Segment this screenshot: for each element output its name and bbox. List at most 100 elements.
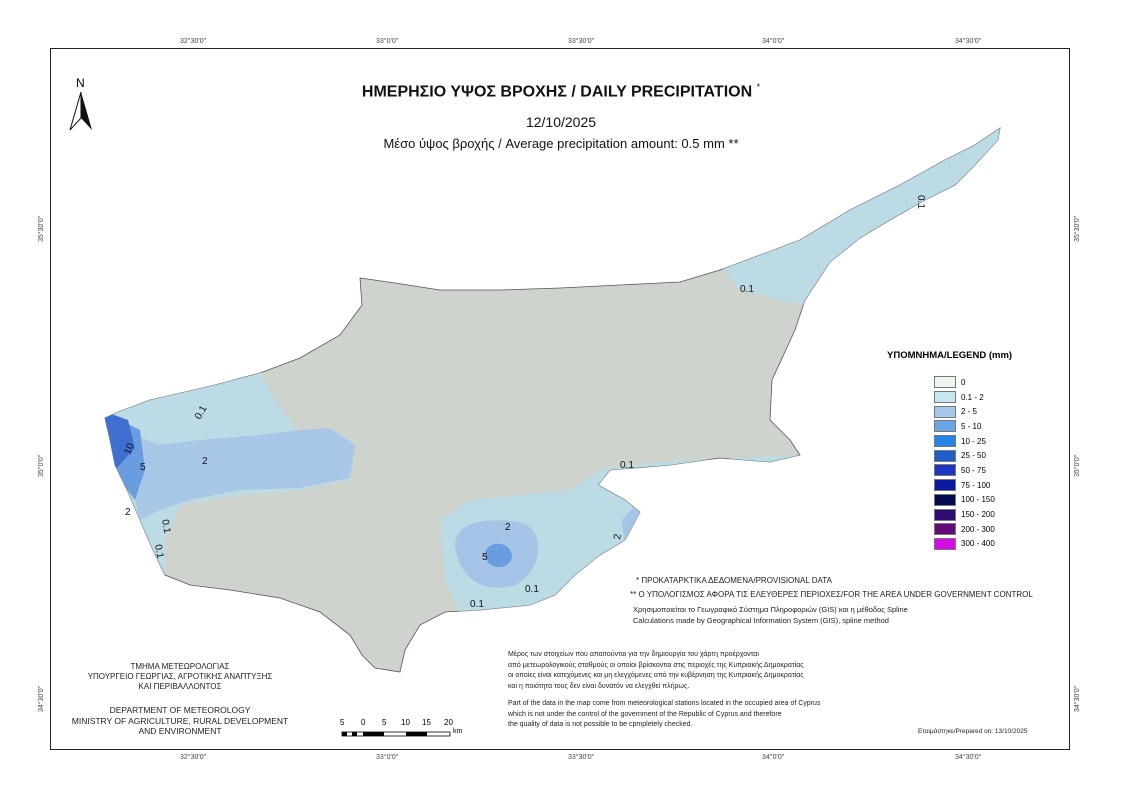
scale-label: 20 — [444, 718, 453, 727]
north-label: N — [76, 76, 85, 90]
legend-label: 75 - 100 — [961, 480, 991, 490]
legend-swatch — [934, 376, 956, 389]
north-arrow-icon — [69, 91, 92, 131]
zone-0.1-2-northeast — [720, 128, 1000, 305]
legend-label: 25 - 50 — [961, 451, 986, 461]
contour-label: 2 — [612, 533, 624, 541]
dept-line: ΥΠΟΥΡΓΕΙΟ ΓΕΩΡΓΙΑΣ, ΑΓΡΟΤΙΚΗΣ ΑΝΑΠΤΥΞΗΣ — [87, 672, 273, 681]
map-date: 12/10/2025 — [525, 114, 597, 130]
contour-label: 10 — [122, 441, 136, 456]
legend-swatch — [934, 537, 956, 550]
lon-label-bottom: 32°30'0" — [180, 754, 207, 761]
lon-label-top: 33°0'0" — [376, 38, 399, 45]
contour-label: 2 — [202, 456, 208, 467]
legend-item: 100 - 150 — [934, 493, 1012, 508]
note-line: και η ποιότητα τους δεν είναι δυνατόν να… — [508, 682, 690, 690]
note-line: which is not under the control of the go… — [508, 710, 782, 718]
scale-label: 10 — [401, 718, 410, 727]
dept-line: ΤΜΗΜΑ ΜΕΤΕΩΡΟΛΟΓΙΑΣ — [130, 662, 230, 671]
zone-2-5-west — [120, 428, 355, 520]
average-text: Μέσο ύψος βροχής / Average precipitation… — [383, 136, 725, 151]
legend-item: 300 - 400 — [934, 537, 1012, 552]
legend-label: 2 - 5 — [961, 407, 978, 417]
contour-label: 5 — [482, 552, 488, 563]
contour-label: 0.1 — [470, 599, 484, 610]
legend-title: ΥΠΟΜΝΗΜΑ/LEGEND (mm) — [887, 350, 1013, 361]
legend-swatch — [934, 523, 956, 536]
legend-item: 75 - 100 — [934, 478, 1012, 493]
map-frame — [50, 48, 1070, 750]
scale-label: 5 — [382, 718, 387, 727]
legend-swatch — [934, 405, 956, 418]
legend-item: 2 - 5 — [934, 404, 1012, 419]
lon-label-bottom: 34°0'0" — [762, 754, 785, 761]
provisional-note: * ΠΡΟΚΑΤΑΡΚΤΙΚΑ ΔΕΔΟΜΕΝΑ/PROVISIONAL DAT… — [636, 576, 832, 585]
scale-bar-graphic — [341, 731, 451, 737]
lon-label-bottom: 33°30'0" — [568, 754, 595, 761]
title-footnote-mark: * — [756, 82, 761, 92]
contour-label: 0.1 — [152, 544, 165, 560]
legend-swatch — [934, 391, 956, 404]
lon-label-top: 34°0'0" — [762, 38, 785, 45]
legend-swatch — [934, 420, 956, 433]
legend-label: 300 - 400 — [961, 539, 995, 549]
legend-item: 200 - 300 — [934, 522, 1012, 537]
zone-5-10-southeast — [485, 543, 512, 568]
occupied-note-english: Part of the data in the map come from me… — [508, 699, 820, 731]
scale-bar: 5 0 5 10 15 20 km — [340, 718, 470, 739]
contour-label: 2 — [505, 522, 511, 533]
lon-label-top: 34°30'0" — [955, 38, 982, 45]
legend-label: 0 — [961, 377, 966, 387]
legend-item: 25 - 50 — [934, 448, 1012, 463]
legend-item: 0.1 - 2 — [934, 390, 1012, 405]
legend-swatch — [934, 464, 956, 477]
legend-item: 10 - 25 — [934, 434, 1012, 449]
dept-line: AND ENVIRONMENT — [138, 726, 222, 736]
legend-item: 5 - 10 — [934, 419, 1012, 434]
legend-label: 5 - 10 — [961, 421, 982, 431]
north-arrow: N — [68, 76, 94, 137]
legend-item: 150 - 200 — [934, 507, 1012, 522]
legend-label: 10 - 25 — [961, 436, 986, 446]
map-title: ΗΜΕΡΗΣΙΟ ΥΨΟΣ ΒΡΟΧΗΣ / DAILY PRECIPITATI… — [0, 82, 1122, 101]
contour-label: 0.1 — [525, 584, 539, 595]
scale-label: 5 — [340, 718, 345, 727]
note-line: από μετεωρολογικούς σταθμούς οι οποίοι β… — [508, 661, 804, 669]
legend-label: 0.1 - 2 — [961, 392, 984, 402]
dept-line: DEPARTMENT OF METEOROLOGY — [109, 705, 251, 715]
lon-label-top: 33°30'0" — [568, 38, 595, 45]
legend-item: 0 — [934, 375, 1012, 390]
contour-label: 5 — [140, 462, 146, 473]
department-greek: ΤΜΗΜΑ ΜΕΤΕΩΡΟΛΟΓΙΑΣ ΥΠΟΥΡΓΕΙΟ ΓΕΩΡΓΙΑΣ, … — [60, 662, 300, 692]
note-line: the quality of data is not possible to b… — [508, 721, 693, 728]
legend-swatch — [934, 479, 956, 492]
legend-item: 50 - 75 — [934, 463, 1012, 478]
contour-label: 0.1 — [915, 195, 926, 209]
gis-note-english: Calculations made by Geographical Inform… — [633, 616, 889, 625]
legend-label: 200 - 300 — [961, 524, 995, 534]
legend: ΥΠΟΜΝΗΜΑ/LEGEND (mm) 0 0.1 - 2 2 - 5 5 - 10… — [887, 350, 1012, 551]
legend-swatch — [934, 493, 956, 506]
average-precipitation: Μέσο ύψος βροχής / Average precipitation… — [0, 136, 1122, 151]
dept-line: MINISTRY OF AGRICULTURE, RURAL DEVELOPME… — [71, 715, 289, 726]
scale-unit: km — [453, 728, 463, 735]
contour-label: 0.1 — [159, 519, 172, 535]
scale-label: 0 — [361, 718, 366, 727]
dept-line: ΚΑΙ ΠΕΡΙΒΑΛΛΟΝΤΟΣ — [138, 682, 222, 691]
note-line: Part of the data in the map come from me… — [508, 700, 821, 707]
legend-swatch — [934, 435, 956, 448]
note-line: οι οποίες είναι κατεχόμενες και μη ελεγχ… — [508, 672, 804, 679]
title-text: ΗΜΕΡΗΣΙΟ ΥΨΟΣ ΒΡΟΧΗΣ / DAILY PRECIPITATI… — [361, 83, 753, 101]
contour-label: 2 — [125, 507, 131, 518]
contour-label: 0.1 — [740, 284, 754, 295]
legend-swatch — [934, 508, 956, 521]
contour-label: 0.1 — [620, 460, 634, 471]
gis-note-greek: Χρησιμοποιείται το Γεωγραφικό Σύστημα Πλ… — [633, 605, 908, 614]
legend-label: 100 - 150 — [961, 495, 995, 505]
lon-label-top: 32°30'0" — [180, 38, 207, 45]
lon-label-bottom: 34°30'0" — [955, 754, 982, 761]
scale-label: 15 — [422, 718, 431, 727]
legend-label: 150 - 200 — [961, 510, 995, 520]
